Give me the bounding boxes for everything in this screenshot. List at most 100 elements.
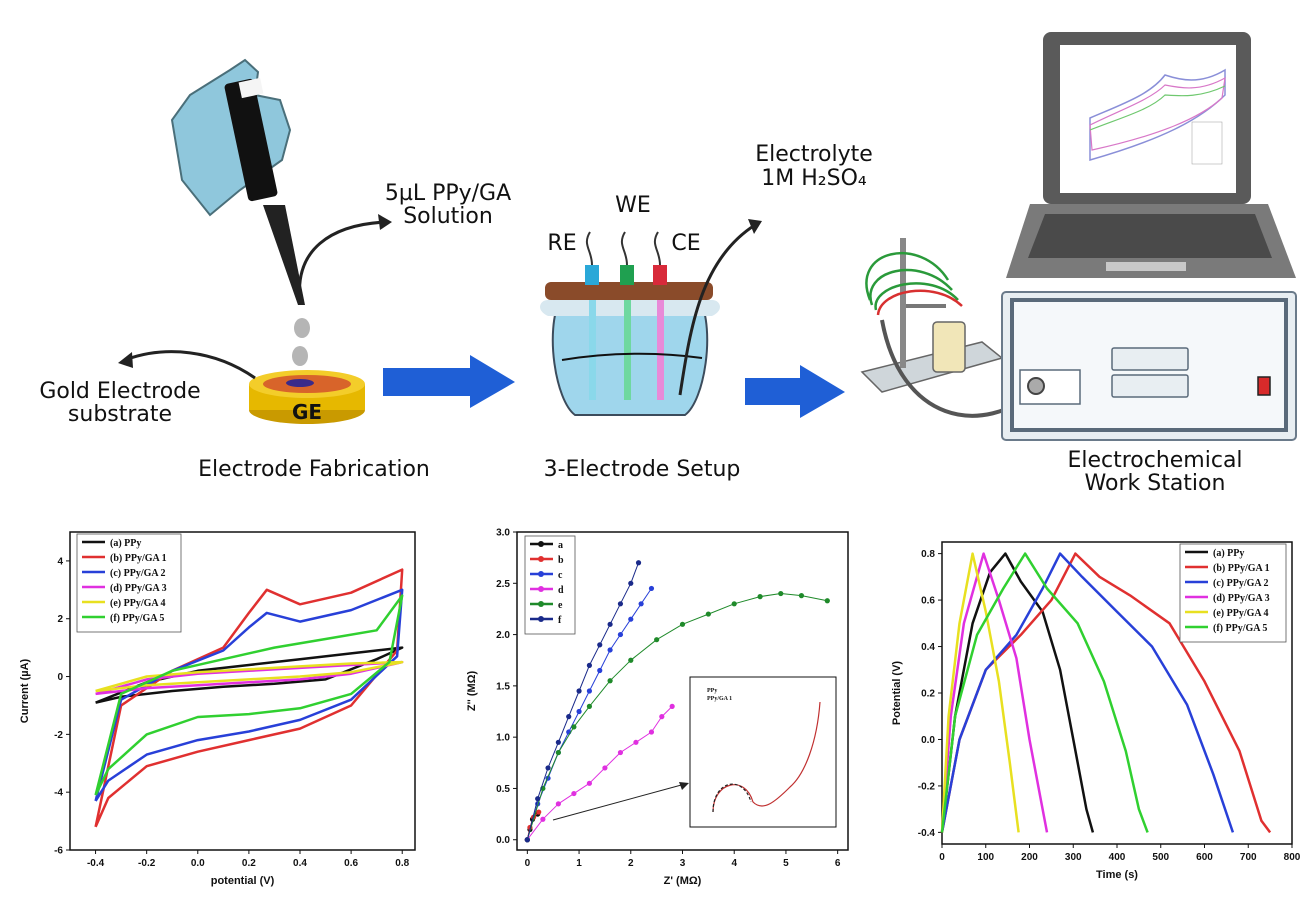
series-line xyxy=(526,562,639,840)
data-point xyxy=(798,593,805,599)
data-point xyxy=(617,749,624,756)
x-tick-label: 0 xyxy=(939,852,945,863)
inset-legend-label: PPy/GA 1 xyxy=(707,696,732,702)
data-point xyxy=(586,703,593,709)
gcd-chart: 0 100 200 300 400 500 600 700 800 -0.4 -0.2 0.0 0.2 0… xyxy=(891,541,1301,881)
legend-box xyxy=(1179,543,1287,643)
data-point xyxy=(586,662,593,668)
series-line xyxy=(940,552,1149,833)
gold-electrode-icon xyxy=(249,370,365,424)
data-point xyxy=(555,749,561,756)
x-tick-label: 3 xyxy=(680,858,686,869)
x-tick-label: 2 xyxy=(628,858,634,869)
schematic-drawing xyxy=(118,32,1297,446)
legend-marker xyxy=(538,616,544,622)
x-tick-label: 0.2 xyxy=(242,858,256,869)
data-point xyxy=(576,688,582,694)
x-tick-label: 4 xyxy=(731,858,737,869)
data-point xyxy=(540,816,546,822)
data-point xyxy=(628,616,634,622)
legend-label: (b) PPy/GA 1 xyxy=(110,553,167,564)
series-line xyxy=(940,552,1020,833)
data-point xyxy=(648,585,655,592)
electrolyte-label: Electrolyte xyxy=(755,142,873,167)
legend-box xyxy=(524,535,576,635)
legend-label: d xyxy=(558,585,564,596)
data-point xyxy=(617,631,624,638)
y-tick-label: 0 xyxy=(57,672,63,683)
y-tick-label: -2 xyxy=(54,730,63,741)
inset-curve-ppy xyxy=(712,783,752,813)
data-point xyxy=(607,621,613,627)
legend-label: (b) PPy/GA 1 xyxy=(1213,563,1270,574)
series-line xyxy=(940,552,1235,833)
x-tick-label: 800 xyxy=(1284,852,1301,863)
x-tick-label: -0.4 xyxy=(87,858,105,869)
data-point xyxy=(597,642,603,648)
x-tick-label: 5 xyxy=(783,858,789,869)
data-point xyxy=(705,611,711,617)
x-tick-label: 700 xyxy=(1240,852,1257,863)
inset-pointer-head xyxy=(679,782,689,790)
inset-legend-label: PPy xyxy=(707,688,717,694)
x-tick-label: 1 xyxy=(576,858,582,869)
y-tick-label: -6 xyxy=(54,846,63,857)
beaker-icon xyxy=(525,198,745,446)
y-tick-label: 0.5 xyxy=(496,784,510,795)
ce-label: CE xyxy=(671,231,701,256)
cell-stand-icon xyxy=(860,238,1042,418)
data-point xyxy=(617,601,624,607)
legend-label: (f) PPy/GA 5 xyxy=(1213,623,1267,634)
data-point xyxy=(824,598,830,604)
laptop-icon xyxy=(1006,32,1296,278)
flow-arrow-1 xyxy=(383,355,515,408)
x-tick-label: 500 xyxy=(1152,852,1169,863)
data-point xyxy=(602,765,608,771)
legend-label: (c) PPy/GA 2 xyxy=(1213,578,1269,589)
flow-arrow-2 xyxy=(722,365,845,418)
legend-label: (f) PPy/GA 5 xyxy=(110,613,164,624)
y-tick-label: 4 xyxy=(57,556,63,567)
workstation-label: Electrochemical Work Station xyxy=(1067,448,1243,497)
series-line xyxy=(94,594,404,796)
inset-pointer xyxy=(552,783,686,821)
legend-label: (c) PPy/GA 2 xyxy=(110,568,166,579)
workstation-icon xyxy=(1001,291,1297,441)
electrolyte-concentration: 1M H₂SO₄ xyxy=(761,166,867,191)
data-point xyxy=(648,729,655,735)
gold-substrate-label: Gold Electrode substrate xyxy=(39,379,201,428)
data-point xyxy=(654,637,660,643)
y-tick-label: -4 xyxy=(54,788,63,799)
data-point xyxy=(607,678,613,684)
legend-label: c xyxy=(558,570,563,581)
legend-label: (d) PPy/GA 3 xyxy=(1213,593,1270,604)
y-tick-label: 2.0 xyxy=(496,630,510,641)
series-line xyxy=(95,660,404,693)
eis-chart: 0 1 2 3 4 5 6 0.0 0.5 1.0 1.5 2.0 2.5 3.0 Z' (MΩ) Z'' (… xyxy=(466,528,849,887)
data-point xyxy=(633,739,639,745)
ge-label: GE xyxy=(291,400,323,424)
legend-label: a xyxy=(558,540,563,551)
data-point xyxy=(679,621,686,627)
x-tick-label: 6 xyxy=(835,858,841,869)
data-point xyxy=(555,801,561,807)
x-tick-label: 300 xyxy=(1065,852,1082,863)
cv-chart: -0.4 -0.2 0.0 0.2 0.4 0.6 0.8 -6 -4 -2 0 2 4 potentia… xyxy=(19,531,416,887)
data-point xyxy=(778,590,784,597)
x-tick-label: 0.4 xyxy=(293,858,307,869)
data-point xyxy=(628,657,634,663)
legend-label: (e) PPy/GA 4 xyxy=(1213,608,1269,619)
y-tick-label: 0.6 xyxy=(921,596,935,607)
x-tick-label: 0 xyxy=(525,858,531,869)
series-line xyxy=(940,552,1049,833)
x-tick-label: 100 xyxy=(977,852,994,863)
data-point xyxy=(607,647,613,653)
y-tick-label: 0.4 xyxy=(921,642,935,653)
legend-label: (a) PPy xyxy=(110,538,141,549)
data-point xyxy=(635,560,642,566)
legend-label: e xyxy=(558,600,563,611)
data-point xyxy=(731,601,737,607)
legend-label: f xyxy=(558,615,562,626)
we-label: WE xyxy=(615,193,651,218)
y-tick-label: 2 xyxy=(57,614,63,625)
